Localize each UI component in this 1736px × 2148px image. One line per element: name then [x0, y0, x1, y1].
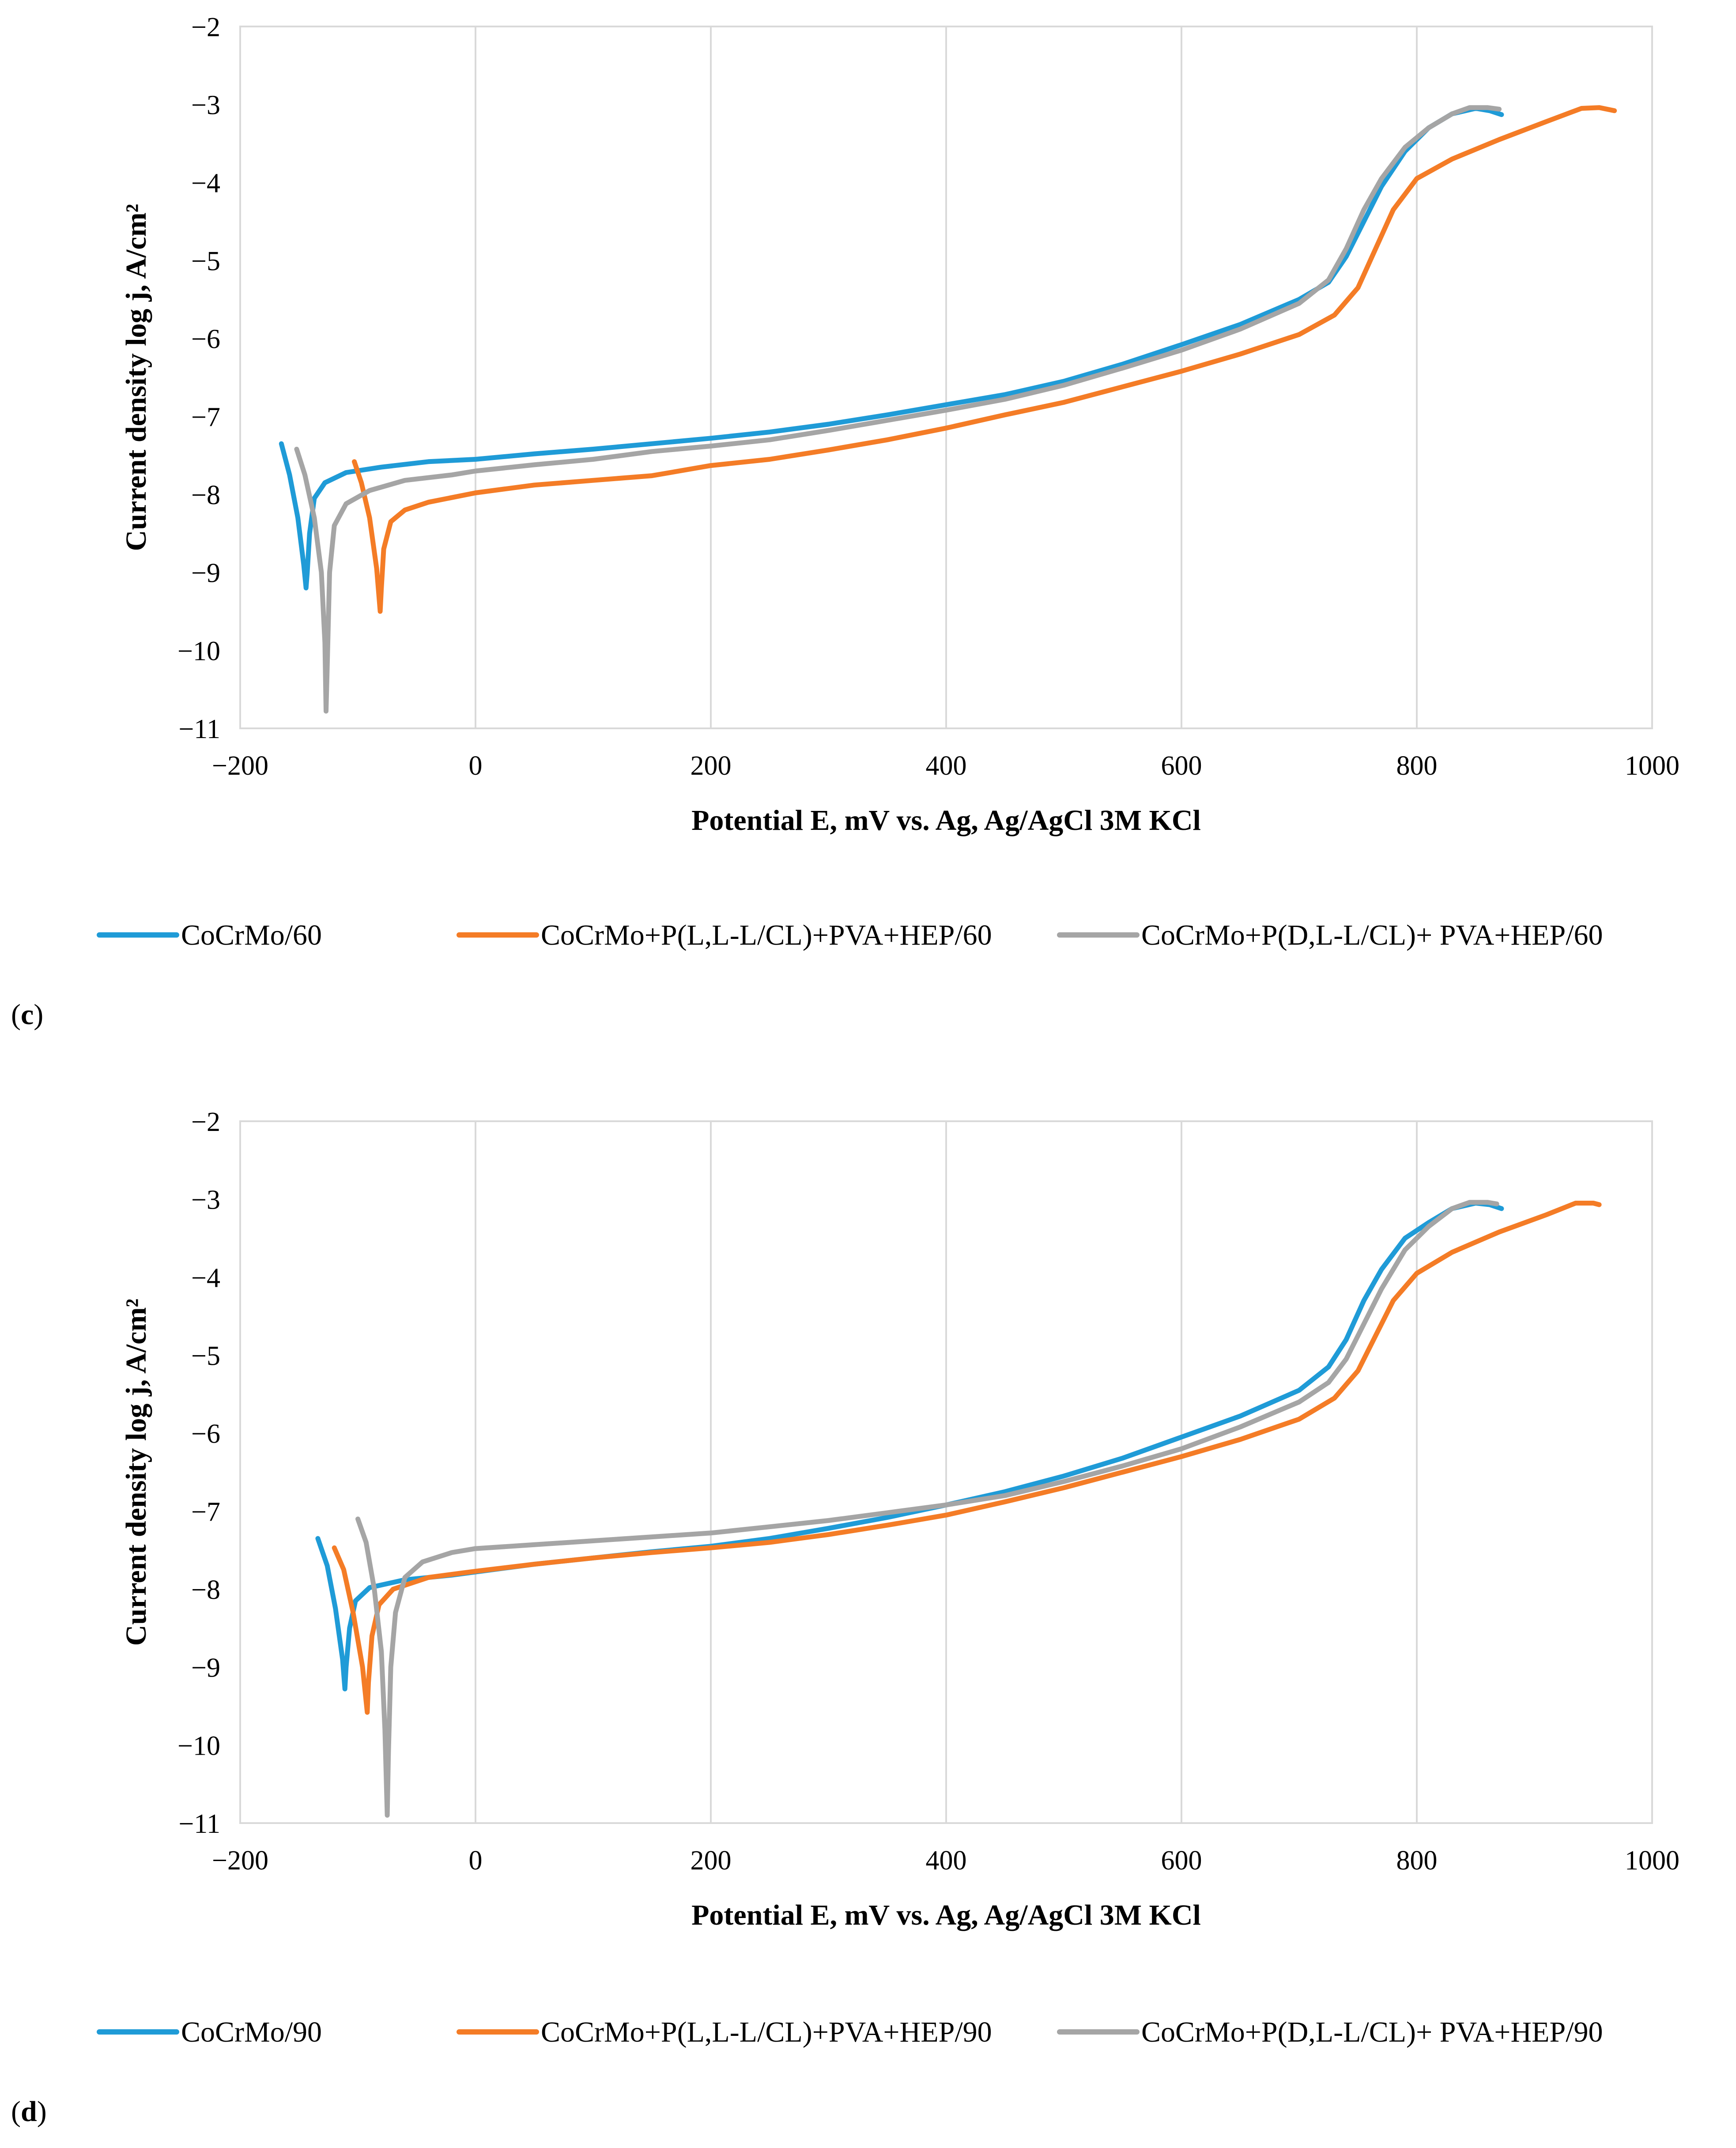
legend-label: CoCrMo+P(L,L-L/CL)+PVA+HEP/90: [541, 2016, 992, 2048]
y-tick-label: −10: [177, 636, 220, 666]
legend-label: CoCrMo+P(L,L-L/CL)+PVA+HEP/60: [541, 919, 992, 951]
y-tick-label: −6: [191, 1419, 220, 1449]
y-tick-label: −2: [191, 1107, 220, 1137]
series-line-2: [332, 1201, 1602, 1715]
x-tick-label: −200: [212, 751, 268, 781]
x-tick-label: 800: [1396, 1846, 1438, 1876]
x-tick-label: 400: [926, 1846, 967, 1876]
y-tick-label: −3: [191, 90, 220, 121]
y-tick-label: −9: [191, 558, 220, 588]
y-tick-label: −7: [191, 402, 220, 432]
x-tick-label: 0: [469, 1846, 483, 1876]
y-tick-label: −8: [191, 1575, 220, 1605]
x-tick-label: 800: [1396, 751, 1438, 781]
x-tick-label: 0: [469, 751, 483, 781]
y-tick-label: −5: [191, 246, 220, 276]
y-tick-label: −4: [191, 1263, 220, 1293]
plot-frame: [239, 26, 1653, 729]
x-tick-label: 600: [1161, 751, 1202, 781]
y-tick-label: −11: [178, 714, 220, 744]
x-tick-label: 400: [926, 751, 967, 781]
y-tick-label: −10: [177, 1731, 220, 1761]
legend-label: CoCrMo/60: [181, 919, 322, 951]
series-line-2: [352, 105, 1617, 614]
series-line-1: [315, 1201, 1504, 1692]
series-line-3: [294, 105, 1502, 714]
y-tick-label: −11: [178, 1809, 220, 1839]
series-line-3: [355, 1200, 1499, 1818]
y-axis-title: Current density log j, A/cm²: [120, 1299, 152, 1646]
x-tick-label: 1000: [1625, 1846, 1679, 1876]
y-tick-label: −8: [191, 480, 220, 510]
x-axis-title: Potential E, mV vs. Ag, Ag/AgCl 3M KCl: [691, 1899, 1201, 1931]
x-tick-label: 200: [691, 751, 732, 781]
plot-frame: [239, 1120, 1653, 1824]
y-tick-label: −6: [191, 324, 220, 354]
panel-label: (d): [11, 2095, 47, 2128]
x-tick-label: 600: [1161, 1846, 1202, 1876]
y-tick-label: −7: [191, 1497, 220, 1527]
chart-panel-c: −200 0 200 400 600 800 1000 −2 −3 −4 −5 −6 −7 −8 −9 −10…: [11, 12, 1679, 1031]
y-tick-label: −4: [191, 168, 220, 198]
x-axis-title: Potential E, mV vs. Ag, Ag/AgCl 3M KCl: [691, 804, 1201, 837]
chart-panel-d: −200 0 200 400 600 800 1000 −2 −3 −4 −5 −6 −7 −8 −9 −10…: [11, 1107, 1679, 2128]
legend-label: CoCrMo/90: [181, 2016, 322, 2048]
x-tick-label: 200: [691, 1846, 732, 1876]
x-tick-label: 1000: [1625, 751, 1679, 781]
y-axis-title: Current density log j, A/cm²: [120, 204, 152, 551]
y-tick-label: −5: [191, 1341, 220, 1371]
legend-label: CoCrMo+P(D,L-L/CL)+ PVA+HEP/60: [1141, 919, 1603, 951]
y-tick-label: −3: [191, 1185, 220, 1215]
x-tick-label: −200: [212, 1846, 268, 1876]
series-line-1: [279, 106, 1504, 591]
panel-label: (c): [11, 999, 43, 1031]
legend-label: CoCrMo+P(D,L-L/CL)+ PVA+HEP/90: [1141, 2016, 1603, 2048]
y-tick-label: −2: [191, 12, 220, 42]
y-tick-label: −9: [191, 1653, 220, 1683]
